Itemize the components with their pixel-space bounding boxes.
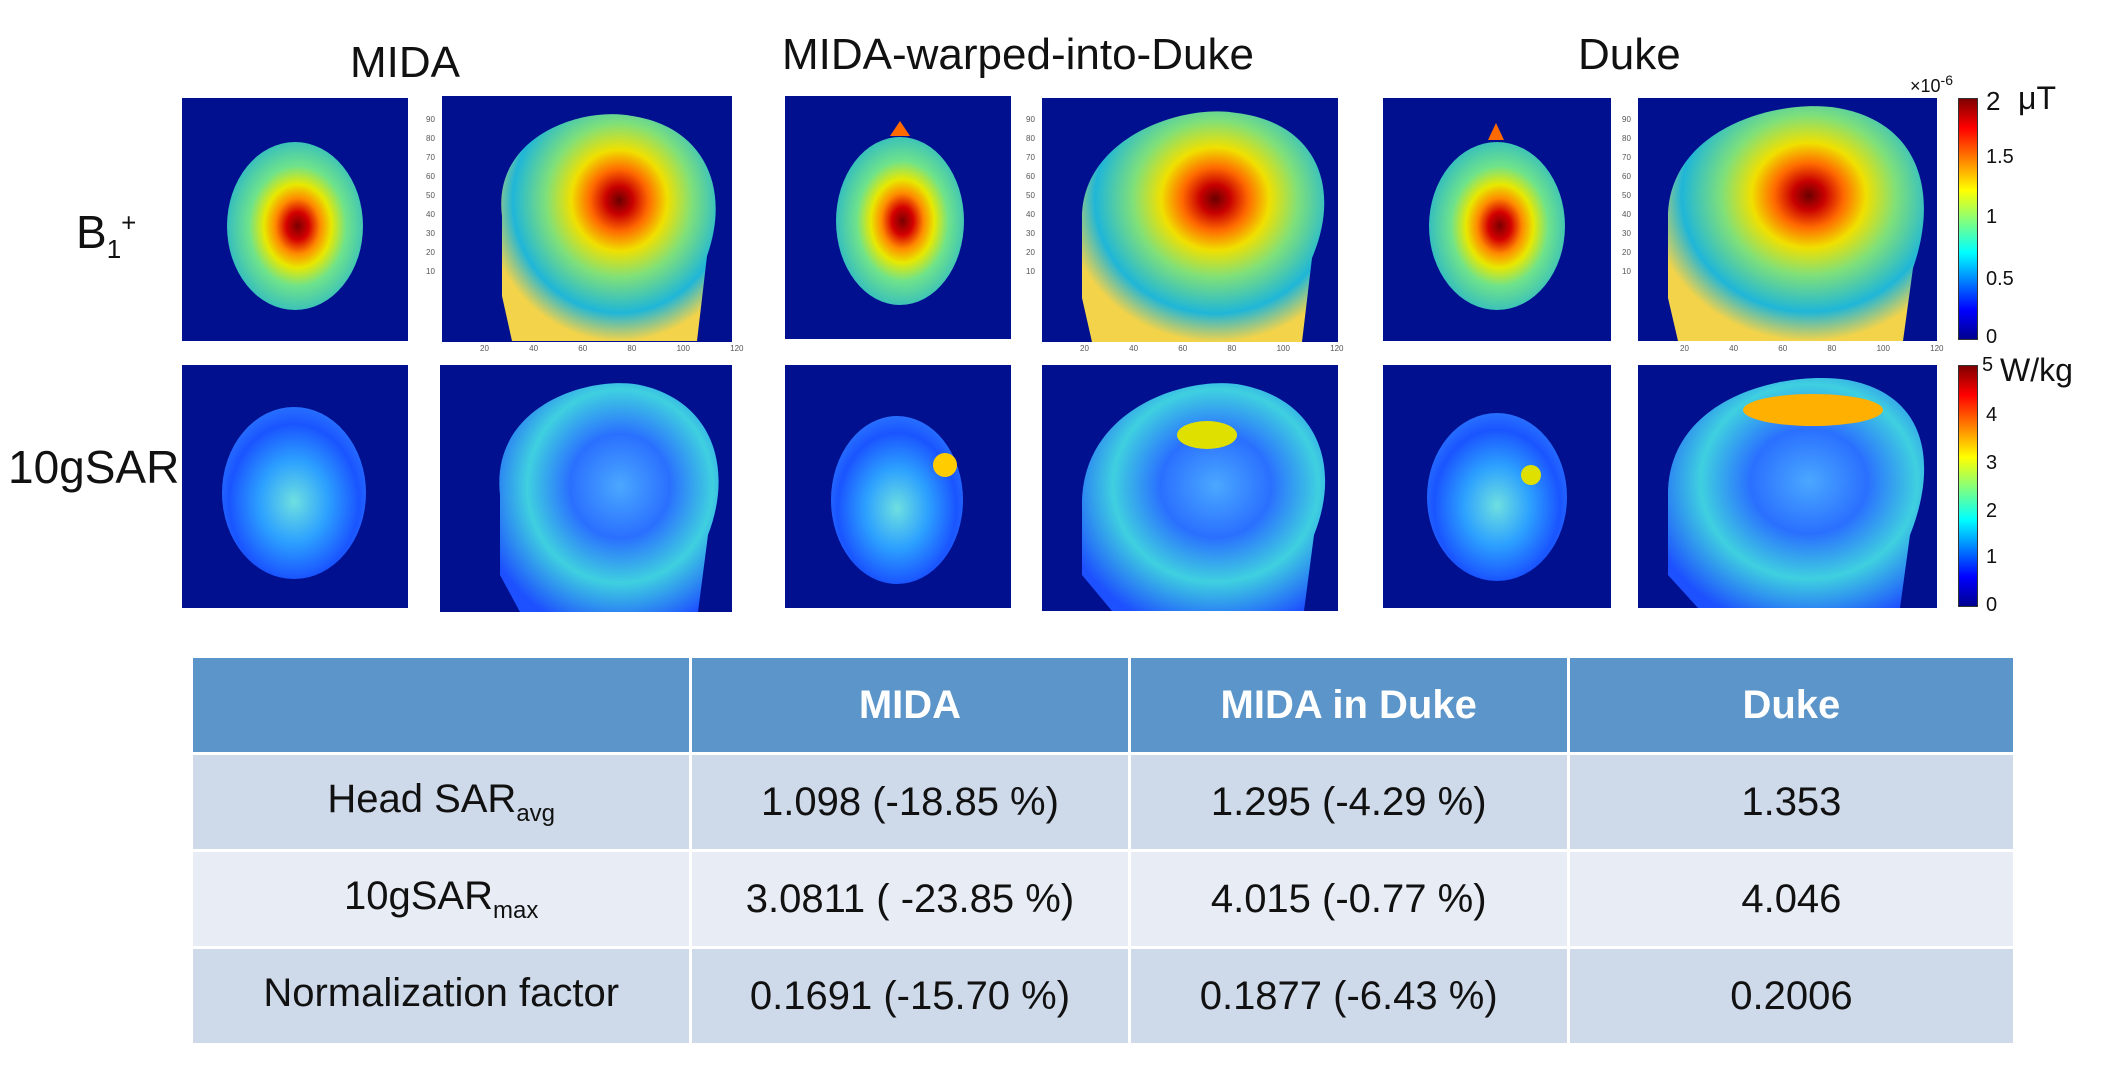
sar-duke-axial-map [1383, 365, 1611, 608]
b1-colorbar [1958, 98, 1978, 340]
table-row: 10gSARmax 3.0811 ( -23.85 %) 4.015 (-0.7… [193, 852, 2013, 946]
axis-ticks-x-mida: 20 40 60 80 100 120 [480, 344, 744, 353]
column-title-mida: MIDA [350, 38, 460, 87]
sar-colorbar-unit: W/kg [2000, 352, 2073, 388]
sar-warped-axial-map [785, 365, 1011, 608]
table-cell: 4.046 [1569, 852, 2013, 946]
column-title-warped: MIDA-warped-into-Duke [782, 30, 1254, 79]
row-label-head-sar: Head SARavg [193, 755, 690, 849]
sar-tick-0: 0 [1986, 594, 1998, 616]
column-title-duke: Duke [1578, 30, 1681, 79]
row-label-b1: B1+ [76, 206, 137, 265]
results-table: MIDA MIDA in Duke Duke Head SARavg 1.098… [190, 655, 2016, 1046]
table-row: Head SARavg 1.098 (-18.85 %) 1.295 (-4.2… [193, 755, 2013, 849]
axis-ticks-y-warped: 90 80 70 60 50 40 30 20 10 [1026, 115, 1035, 276]
sar-duke-sagittal-map [1638, 365, 1937, 608]
sar-warped-sagittal-map [1042, 365, 1338, 611]
b1-colorbar-unit: μT [2018, 80, 2056, 116]
table-cell: 0.2006 [1569, 949, 2013, 1043]
axis-ticks-y-duke: 90 80 70 60 50 40 30 20 10 [1622, 115, 1631, 276]
table-header-row: MIDA MIDA in Duke Duke [193, 658, 2013, 752]
table-header-mida-in-duke: MIDA in Duke [1130, 658, 1567, 752]
b1-duke-sagittal-map [1638, 98, 1937, 341]
table-cell: 1.295 (-4.29 %) [1130, 755, 1567, 849]
row-label-10gsar: 10gSAR [8, 441, 180, 493]
row-label-normalization: Normalization factor [193, 949, 690, 1043]
table-cell: 1.353 [1569, 755, 2013, 849]
table-cell: 3.0811 ( -23.85 %) [692, 852, 1128, 946]
b1-duke-axial-map [1383, 98, 1611, 341]
table-cell: 4.015 (-0.77 %) [1130, 852, 1567, 946]
sar-mida-sagittal-map [440, 365, 732, 612]
sar-tick-1: 1 [1986, 546, 1998, 568]
table-header-duke: Duke [1569, 658, 2013, 752]
b1-tick-0: 0 [1986, 326, 1998, 348]
axis-ticks-x-duke: 20 40 60 80 100 120 [1680, 344, 1944, 353]
b1-colorbar-exponent: ×10-6 [1910, 72, 1953, 96]
b1-tick-1: 1 [1986, 206, 1998, 228]
b1-mida-sagittal-map [442, 96, 732, 342]
sar-tick-2: 2 [1986, 500, 1998, 522]
table-row: Normalization factor 0.1691 (-15.70 %) 0… [193, 949, 2013, 1043]
sar-tick-3: 3 [1986, 452, 1998, 474]
table-cell: 1.098 (-18.85 %) [692, 755, 1128, 849]
b1-tick-2: 2 [1986, 86, 2001, 116]
b1-warped-axial-map [785, 96, 1011, 339]
b1-tick-1-5: 1.5 [1986, 146, 2014, 168]
table-cell: 0.1877 (-6.43 %) [1130, 949, 1567, 1043]
table-header-mida: MIDA [692, 658, 1128, 752]
sar-tick-5: 5 [1982, 354, 1994, 376]
b1-mida-axial-map [182, 98, 408, 341]
table-header-empty [193, 658, 690, 752]
table-cell: 0.1691 (-15.70 %) [692, 949, 1128, 1043]
sar-tick-4: 4 [1986, 404, 1998, 426]
axis-ticks-x-warped: 20 40 60 80 100 120 [1080, 344, 1344, 353]
row-label-10gsar-max: 10gSARmax [193, 852, 690, 946]
b1-warped-sagittal-map [1042, 98, 1338, 342]
sar-mida-axial-map [182, 365, 408, 608]
axis-ticks-y-mida: 90 80 70 60 50 40 30 20 10 [426, 115, 435, 276]
b1-tick-0-5: 0.5 [1986, 268, 2014, 290]
sar-colorbar [1958, 365, 1978, 607]
